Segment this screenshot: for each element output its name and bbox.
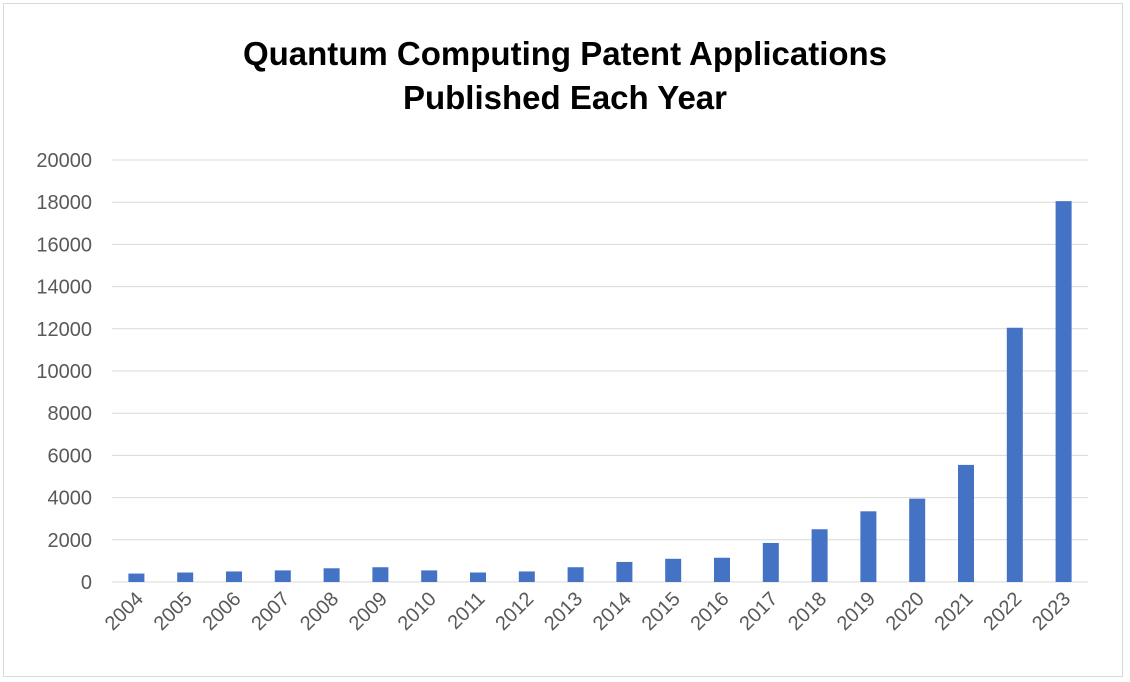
y-tick-label: 8000 <box>48 403 93 425</box>
x-tick-label: 2012 <box>491 588 538 635</box>
x-tick-label: 2020 <box>882 588 929 635</box>
bar-2023 <box>1055 201 1072 582</box>
x-tick-label: 2017 <box>735 588 782 635</box>
bar-2014 <box>616 561 633 582</box>
x-tick-label: 2019 <box>833 588 880 635</box>
chart-title-line2: Published Each Year <box>402 79 728 116</box>
y-tick-label: 2000 <box>48 530 93 552</box>
chart-title: Quantum Computing Patent Applications Pu… <box>0 32 1130 120</box>
bars <box>128 201 1072 582</box>
bar-2011 <box>470 572 486 582</box>
bar-2021 <box>958 464 974 582</box>
y-tick-label: 20000 <box>36 150 92 172</box>
x-tick-label: 2011 <box>444 588 490 634</box>
bar-2010 <box>421 570 438 582</box>
x-tick-label: 2010 <box>394 588 441 635</box>
y-tick-label: 14000 <box>36 277 92 299</box>
bar-2004 <box>128 573 145 582</box>
y-tick-label: 12000 <box>36 319 92 341</box>
bar-2016 <box>714 557 730 582</box>
x-tick-label: 2007 <box>247 588 294 635</box>
x-tick-label: 2013 <box>540 588 587 635</box>
bar-2008 <box>323 568 340 582</box>
bar-2017 <box>762 542 779 582</box>
x-tick-label: 2009 <box>345 588 392 635</box>
bar-2022 <box>1006 327 1023 582</box>
bar-2007 <box>274 570 291 582</box>
x-tick-label: 2022 <box>979 588 1026 635</box>
x-tick-label: 2014 <box>589 588 636 635</box>
bar-2020 <box>909 498 926 582</box>
x-tick-label: 2018 <box>784 588 831 635</box>
bar-2015 <box>665 558 682 582</box>
bar-2006 <box>226 571 242 582</box>
bar-2005 <box>177 572 194 582</box>
bar-2019 <box>860 511 877 582</box>
y-tick-label: 6000 <box>48 445 93 467</box>
bar-2012 <box>518 571 535 582</box>
bar-2009 <box>372 567 389 582</box>
y-tick-label: 18000 <box>36 192 92 214</box>
y-tick-label: 4000 <box>48 488 93 510</box>
chart-title-line1: Quantum Computing Patent Applications <box>242 35 888 72</box>
x-tick-label: 2004 <box>101 588 148 635</box>
bar-2013 <box>567 567 584 582</box>
x-tick-label: 2016 <box>687 588 734 635</box>
bar-2018 <box>811 529 828 582</box>
x-tick-label: 2021 <box>931 588 978 635</box>
x-tick-label: 2015 <box>638 588 685 635</box>
x-tick-label: 2023 <box>1028 588 1075 635</box>
x-tick-label: 2008 <box>296 588 343 635</box>
x-tick-label: 2006 <box>199 588 246 635</box>
x-tick-label: 2005 <box>150 588 197 635</box>
gridlines <box>112 159 1088 583</box>
x-axis-ticks: 2004 2005 2006 2007 2008 2009 2010 2011 2012 2013… <box>101 588 1075 635</box>
y-tick-label: 16000 <box>36 234 92 256</box>
y-tick-label: 0 <box>81 572 92 594</box>
chart-frame <box>3 3 1123 677</box>
y-axis-ticks: 0 2000 4000 6000 8000 10000 12000 14000 16000 180… <box>36 150 92 594</box>
y-tick-label: 10000 <box>36 361 92 383</box>
